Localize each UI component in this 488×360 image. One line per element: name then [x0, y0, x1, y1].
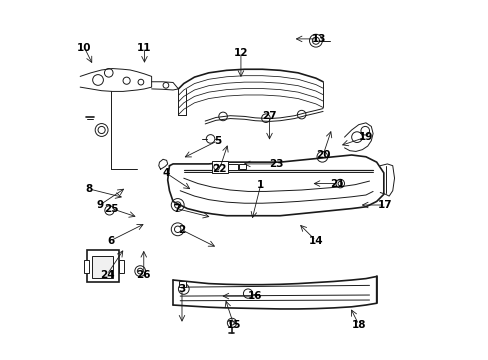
Text: 24: 24 — [100, 270, 114, 280]
Text: 18: 18 — [351, 320, 366, 330]
Text: 23: 23 — [269, 159, 284, 169]
Text: 25: 25 — [104, 203, 119, 213]
Text: 7: 7 — [173, 203, 180, 213]
Text: 22: 22 — [212, 164, 226, 174]
Text: 6: 6 — [107, 236, 114, 246]
Bar — [211, 161, 227, 173]
Text: 13: 13 — [312, 34, 326, 44]
Text: 15: 15 — [226, 320, 241, 330]
Bar — [87, 249, 119, 282]
Text: 12: 12 — [233, 48, 248, 58]
Bar — [238, 164, 245, 168]
Text: 8: 8 — [85, 184, 93, 194]
Bar — [83, 260, 89, 273]
Bar — [119, 260, 124, 273]
Text: 16: 16 — [247, 291, 262, 301]
Bar — [228, 163, 238, 170]
Text: 5: 5 — [214, 136, 221, 146]
Bar — [91, 256, 113, 278]
Text: 14: 14 — [308, 236, 323, 246]
Text: 9: 9 — [96, 200, 103, 210]
Text: 4: 4 — [162, 168, 169, 178]
Text: 17: 17 — [378, 200, 392, 210]
Text: 11: 11 — [137, 43, 151, 53]
Bar — [179, 281, 185, 287]
Text: 27: 27 — [262, 111, 276, 121]
Text: 19: 19 — [358, 132, 372, 142]
Text: 20: 20 — [315, 150, 330, 160]
Text: 26: 26 — [136, 270, 151, 280]
Text: 3: 3 — [178, 284, 185, 294]
Text: 21: 21 — [329, 179, 344, 189]
Text: 1: 1 — [256, 180, 264, 190]
Text: 2: 2 — [178, 225, 185, 235]
Text: 10: 10 — [77, 43, 92, 53]
